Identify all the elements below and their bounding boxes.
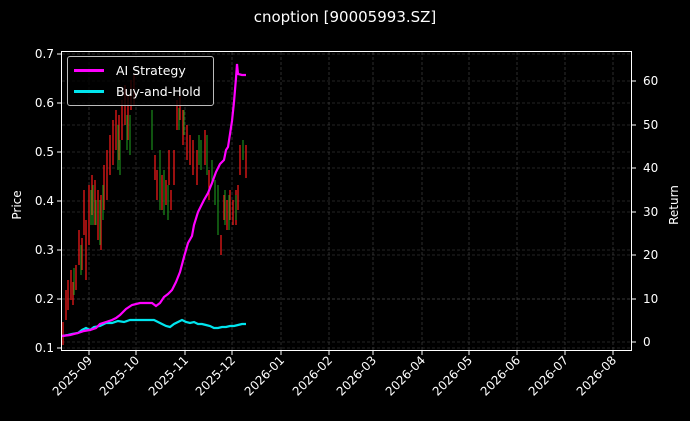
ai-strategy-line — [61, 63, 246, 338]
candlestick-series — [62, 75, 247, 345]
svg-text:2026-05: 2026-05 — [430, 353, 475, 398]
svg-text:0.4: 0.4 — [35, 194, 54, 208]
svg-text:2026-08: 2026-08 — [574, 353, 619, 398]
svg-text:2025-12: 2025-12 — [193, 353, 238, 398]
legend: AI Strategy Buy-and-Hold — [67, 56, 214, 106]
y-axis-right-label: Return — [667, 185, 681, 225]
svg-text:20: 20 — [643, 248, 658, 262]
svg-text:2025-10: 2025-10 — [97, 353, 142, 398]
svg-text:0.3: 0.3 — [35, 243, 54, 257]
svg-text:2025-09: 2025-09 — [50, 353, 95, 398]
svg-text:0.1: 0.1 — [35, 341, 54, 355]
svg-text:2026-06: 2026-06 — [478, 353, 523, 398]
svg-text:2026-04: 2026-04 — [383, 353, 428, 398]
svg-text:0: 0 — [643, 335, 651, 349]
svg-text:10: 10 — [643, 292, 658, 306]
legend-item-ai-strategy: AI Strategy — [74, 60, 186, 80]
legend-item-buy-and-hold: Buy-and-Hold — [74, 81, 201, 101]
svg-text:50: 50 — [643, 118, 658, 132]
svg-text:0.5: 0.5 — [35, 145, 54, 159]
svg-text:2026-03: 2026-03 — [334, 353, 379, 398]
svg-text:0.2: 0.2 — [35, 292, 54, 306]
svg-text:30: 30 — [643, 205, 658, 219]
buy-and-hold-swatch-icon — [74, 89, 104, 93]
ai-strategy-swatch-icon — [74, 68, 104, 72]
svg-text:0.7: 0.7 — [35, 47, 54, 61]
svg-text:60: 60 — [643, 74, 658, 88]
svg-text:2025-11: 2025-11 — [146, 353, 191, 398]
chart-title: cnoption [90005993.SZ] — [253, 8, 437, 26]
svg-text:40: 40 — [643, 161, 658, 175]
svg-text:2026-02: 2026-02 — [290, 353, 335, 398]
axes-spines — [61, 51, 632, 351]
svg-text:2026-07: 2026-07 — [526, 353, 571, 398]
x-axis-ticks: 2025-09 2025-10 2025-11 2025-12 2026-01 … — [50, 353, 619, 398]
y-axis-left-label: Price — [10, 190, 24, 219]
svg-text:2026-01: 2026-01 — [242, 353, 287, 398]
buy-and-hold-line — [61, 318, 246, 338]
y-axis-right-ticks: 60 50 40 30 20 10 0 — [643, 74, 658, 349]
svg-text:0.6: 0.6 — [35, 96, 54, 110]
y-axis-left-ticks: 0.7 0.6 0.5 0.4 0.3 0.2 0.1 — [35, 47, 54, 355]
